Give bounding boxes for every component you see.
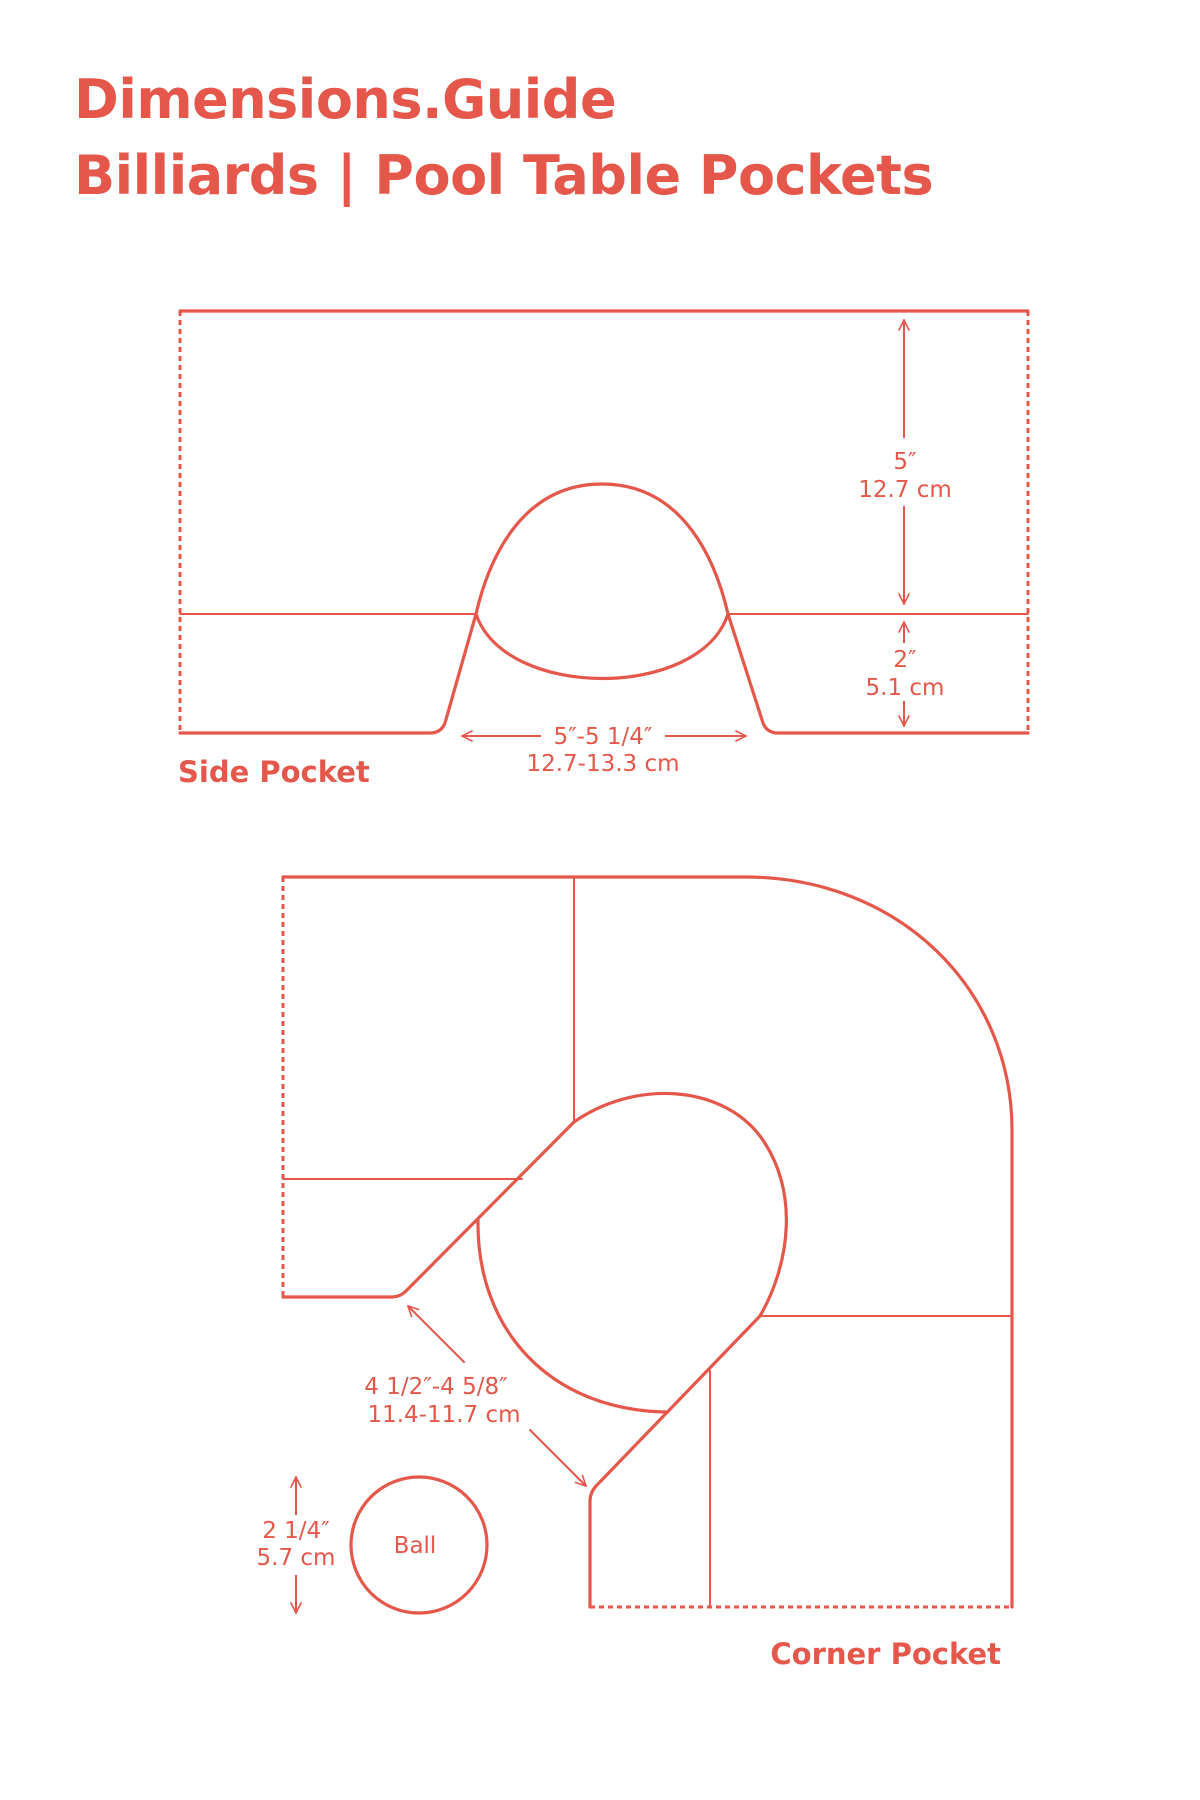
corner-top-rail: [281, 1120, 576, 1299]
ball-diameter-in: 2 1/4″: [262, 1518, 330, 1544]
corner-mouth-in: 4 1/2″-4 5/8″: [364, 1374, 508, 1400]
side-pocket-hole: [474, 482, 730, 681]
side-rail-cm: 5.1 cm: [866, 675, 945, 701]
ball-drawing: Ball 2 1/4″ 5.7 cm: [252, 1475, 489, 1615]
title-block: Dimensions.Guide Billiards | Pool Table …: [74, 62, 934, 214]
corner-pocket-drawing: 4 1/2″-4 5/8″ 11.4-11.7 cm Corner Pocket: [281, 875, 1014, 1671]
side-pocket-drawing: 5″ 12.7 cm 2″ 5.1 cm 5″-5 1/4″ 12.7-13.3…: [178, 309, 1030, 789]
side-pocket-left-rail: [178, 612, 478, 735]
side-width-label-bg: [541, 722, 665, 750]
corner-pocket-hole: [572, 1091, 788, 1318]
side-width-cm: 12.7-13.3 cm: [526, 751, 679, 777]
side-height-in: 5″: [893, 449, 917, 475]
side-rail-in: 2″: [893, 647, 917, 673]
brand-title: Dimensions.Guide: [74, 68, 617, 131]
page-title: Billiards | Pool Table Pockets: [74, 144, 934, 207]
side-height-cm: 12.7 cm: [858, 477, 952, 503]
corner-pocket-outer-edge: [281, 875, 1014, 1609]
corner-mouth-arrow-lower: [529, 1429, 587, 1487]
side-rail-label-bg: [862, 643, 948, 701]
side-pocket-right-rail: [726, 612, 1030, 735]
corner-pocket-label: Corner Pocket: [770, 1637, 1001, 1671]
corner-pocket-inner-curve: [476, 1217, 668, 1414]
ball-label: Ball: [394, 1533, 437, 1559]
corner-mouth-cm: 11.4-11.7 cm: [367, 1402, 520, 1428]
side-pocket-label: Side Pocket: [178, 755, 370, 789]
corner-mouth-arrow-upper: [407, 1305, 465, 1363]
ball-diameter-label-bg: [252, 1515, 340, 1575]
side-height-label-bg: [860, 438, 950, 506]
ball-diameter-cm: 5.7 cm: [257, 1545, 336, 1571]
corner-bottom-rail: [588, 1314, 762, 1609]
ball-circle: [349, 1475, 489, 1615]
side-width-in: 5″-5 1/4″: [553, 724, 652, 750]
